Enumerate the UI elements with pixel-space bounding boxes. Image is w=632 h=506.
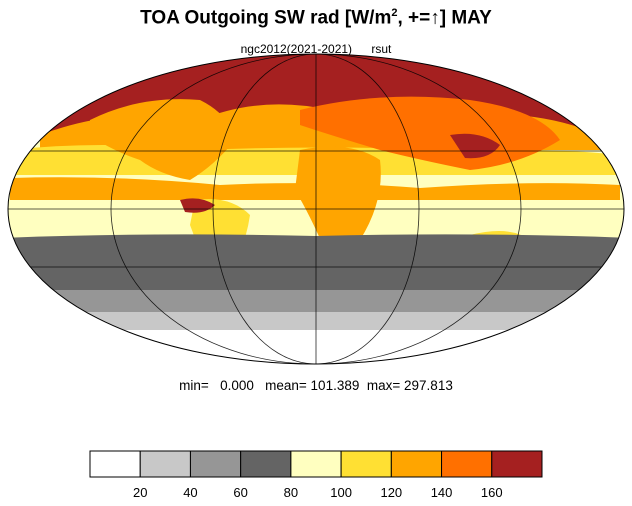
colorbar-box (340, 450, 392, 478)
mean-value: 101.389 (310, 378, 360, 393)
tibet-dark (450, 133, 500, 159)
map-subtitle: ngc2012(2021-2021) rsut (0, 42, 632, 56)
max-value: 297.813 (404, 378, 453, 393)
colorbar-tick-label: 160 (481, 485, 503, 500)
subtitle-case: ngc2012(2021-2021) (240, 42, 353, 56)
colorbar-box (290, 450, 342, 478)
colorbar-tick-label: 40 (183, 485, 197, 500)
subtitle-variable: rsut (371, 42, 392, 56)
colorbar-box (240, 450, 292, 478)
colorbar-box (189, 450, 242, 478)
map-outline (7, 53, 625, 365)
colorbar-tick-label: 140 (431, 485, 453, 500)
map-stats: min= 0.000 mean= 101.389 max= 297.813 (0, 378, 632, 393)
north-america (90, 99, 235, 180)
map-title: TOA Outgoing SW rad [W/m2, +=↑] MAY (140, 7, 492, 29)
max-label: max= (366, 378, 401, 393)
colorbar-tick-label: 20 (133, 485, 147, 500)
colorbar-tick-label: 80 (284, 485, 298, 500)
colorbar-box (89, 450, 141, 478)
min-label: min= (179, 378, 209, 393)
colorbar-tick-label: 100 (330, 485, 352, 500)
eurasia (300, 96, 560, 170)
africa (295, 146, 381, 256)
colorbar-box (139, 450, 191, 478)
colorbar-box (441, 450, 493, 478)
graticule (8, 54, 624, 364)
min-value: 0.000 (220, 378, 254, 393)
colorbar-box (390, 450, 443, 478)
mean-label: mean= (265, 378, 307, 393)
colorbar-tick-label: 120 (380, 485, 402, 500)
colorbar-box (491, 450, 543, 478)
colorbar-tick-label: 60 (233, 485, 247, 500)
